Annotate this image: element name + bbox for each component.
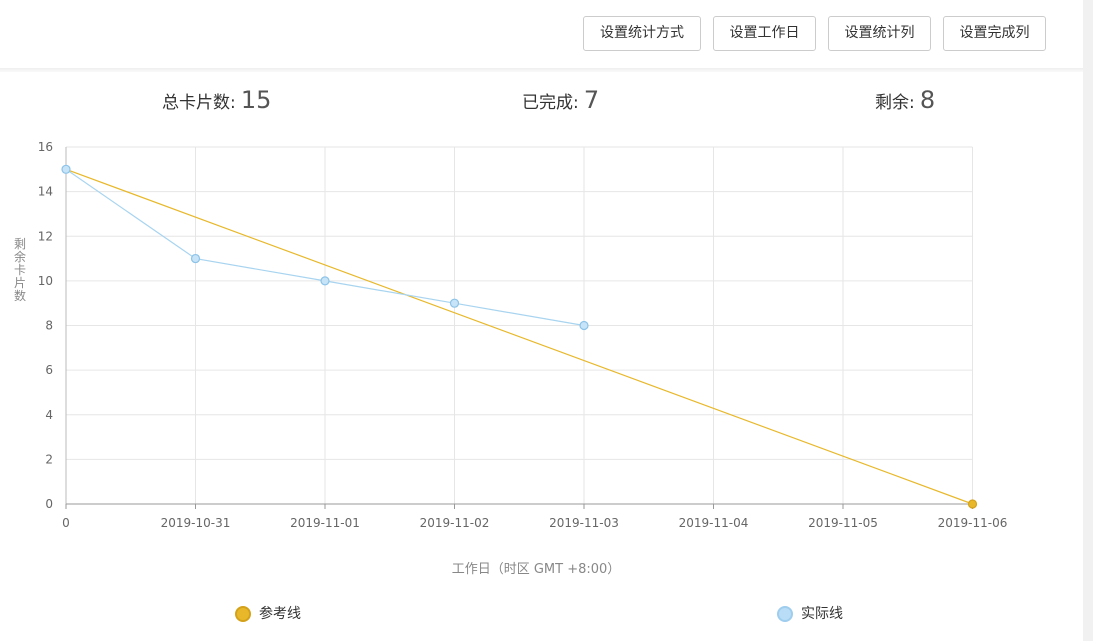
y-tick-label: 14 [38, 185, 53, 199]
x-axis-title: 工作日（时区 GMT +8:00） [452, 562, 621, 577]
stat-done: 已完成: 7 [522, 86, 599, 114]
burndown-chart: 0 2 4 6 8 10 12 14 16 0 2019-10-31 2019-11-01 2019-1… [14, 140, 1008, 577]
y-tick-label: 12 [38, 229, 53, 243]
stat-done-label: 已完成: [522, 93, 579, 113]
legend-actual[interactable]: 实际线 [777, 603, 843, 623]
y-axis-title: 剩余卡片数 [14, 237, 26, 303]
y-tick-label: 0 [45, 497, 53, 511]
actual-point [320, 276, 330, 286]
actual-point [449, 298, 460, 308]
set-workdays-button[interactable]: 设置工作日 [713, 16, 816, 51]
set-done-column-button[interactable]: 设置完成列 [943, 16, 1046, 51]
set-stat-method-button[interactable]: 设置统计方式 [583, 16, 701, 51]
stat-total-value: 15 [240, 86, 272, 114]
x-tick-label: 2019-11-04 [679, 516, 749, 530]
actual-point [61, 164, 71, 174]
x-tick-label: 2019-11-05 [808, 516, 878, 530]
y-tick-label: 2 [45, 452, 53, 466]
scrollbar[interactable] [1083, 0, 1093, 641]
y-tick-label: 10 [38, 274, 53, 288]
legend-actual-marker [777, 606, 793, 622]
x-tick-label: 2019-11-03 [549, 516, 619, 530]
toolbar: 设置统计方式 设置工作日 设置统计列 设置完成列 [0, 0, 1083, 68]
x-tick-label: 2019-11-01 [290, 516, 360, 530]
stat-done-value: 7 [583, 86, 600, 114]
legend-reference-marker [235, 606, 251, 622]
y-tick-label: 6 [45, 363, 53, 377]
toolbar-divider [0, 68, 1083, 72]
x-tick-label: 2019-11-06 [938, 516, 1008, 530]
stats-bar: 总卡片数: 15 已完成: 7 剩余: 8 [0, 86, 1083, 120]
legend-reference-label: 参考线 [259, 606, 301, 622]
legend-actual-label: 实际线 [801, 606, 843, 622]
actual-point [579, 320, 589, 331]
reference-line [65, 168, 973, 505]
y-tick-label: 8 [45, 319, 53, 333]
stat-total: 总卡片数: 15 [162, 86, 271, 114]
y-tick-label: 16 [38, 140, 53, 154]
y-tick-label: 4 [45, 408, 53, 422]
set-stat-columns-button[interactable]: 设置统计列 [828, 16, 931, 51]
stat-remaining: 剩余: 8 [875, 86, 935, 114]
stat-total-label: 总卡片数: [162, 93, 236, 113]
actual-point [190, 253, 201, 264]
stat-remaining-value: 8 [919, 86, 936, 114]
legend-reference[interactable]: 参考线 [235, 603, 301, 623]
x-tick-label: 2019-11-02 [420, 516, 490, 530]
reference-point [967, 499, 978, 509]
x-tick-label: 0 [62, 516, 70, 530]
x-tick-label: 2019-10-31 [161, 516, 231, 530]
stat-remaining-label: 剩余: [875, 93, 915, 113]
